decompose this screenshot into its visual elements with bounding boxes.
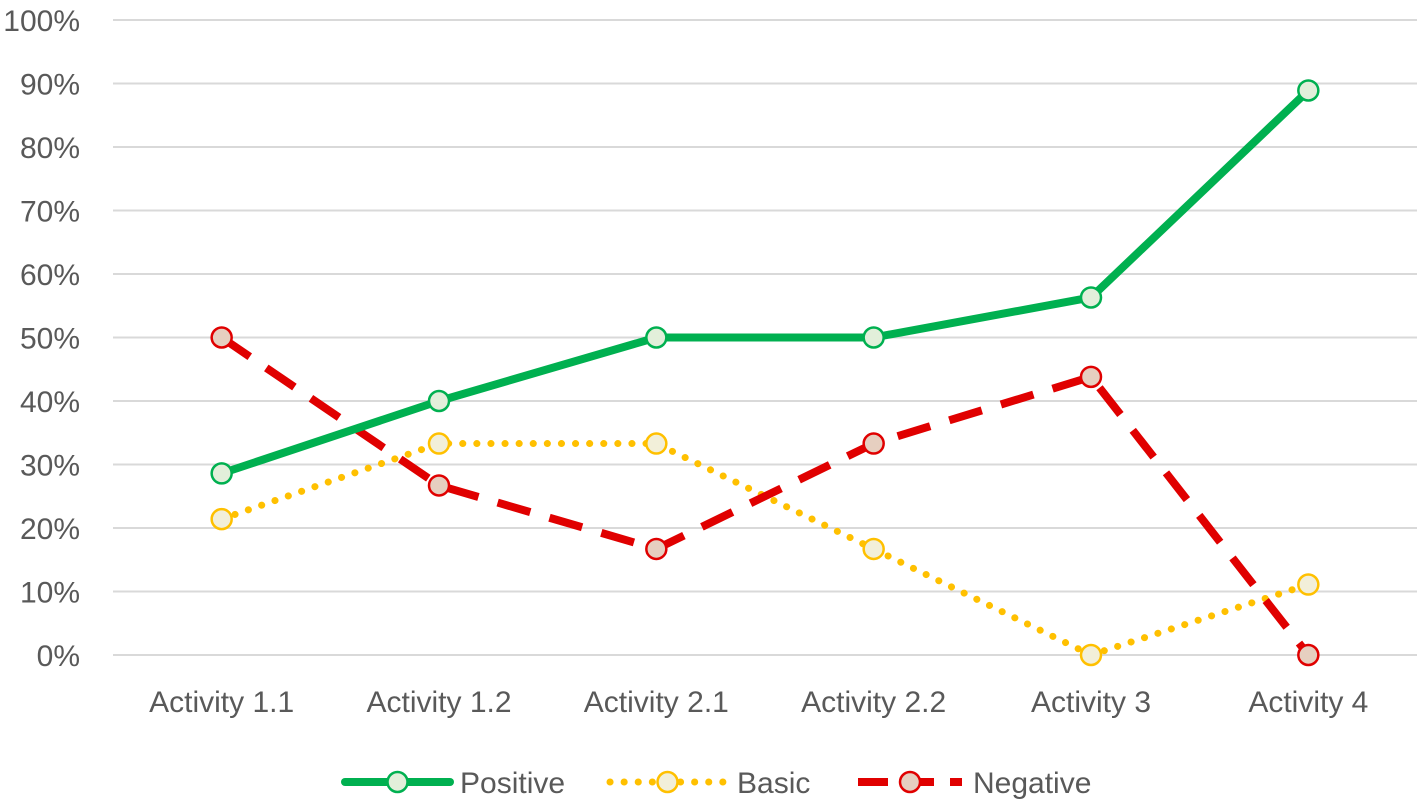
data-point-negative [862,432,885,455]
x-category-label: Activity 1.1 [149,686,294,719]
data-point-basic [1079,643,1103,667]
x-category-label: Activity 2.2 [801,686,946,719]
data-point-positive [427,389,451,413]
legend: Positive Basic Negative [341,767,1091,800]
data-point-negative [1297,643,1320,667]
data-point-positive [1297,79,1320,102]
x-category-label: Activity 4 [1248,686,1368,719]
data-point-basic [210,507,233,531]
data-point-negative [1079,365,1103,389]
y-tick-label: 20% [20,513,80,546]
series-line-negative [219,334,1312,658]
legend-swatch-marker [386,770,409,794]
data-point-positive [210,462,233,485]
series-line-basic [218,440,1312,659]
legend-swatch-marker [656,770,679,794]
legend-label: Negative [973,767,1091,800]
y-tick-label: 100% [3,5,80,38]
legend-item-basic: Basic [606,767,810,800]
y-tick-label: 0% [37,640,80,673]
x-category-label: Activity 1.2 [366,686,511,719]
data-point-negative [210,326,233,349]
legend-swatch-marker [898,770,922,794]
y-tick-label: 10% [20,577,80,610]
legend-item-positive: Positive [341,767,565,800]
x-category-label: Activity 2.1 [584,686,729,719]
data-point-positive [1079,286,1103,309]
data-point-positive [645,326,668,349]
data-point-positive [862,326,885,349]
y-tick-label: 30% [20,450,80,483]
legend-label: Basic [737,767,810,800]
y-tick-label: 80% [20,132,80,165]
data-point-basic [645,432,668,455]
x-category-label: Activity 3 [1031,686,1151,719]
y-tick-label: 90% [20,69,80,102]
data-point-basic [862,537,885,561]
data-point-basic [1297,573,1320,596]
data-point-negative [645,537,668,561]
y-tick-label: 70% [20,196,80,229]
data-point-negative [427,474,451,497]
legend-label: Positive [460,767,565,800]
series-markers [210,79,1320,667]
y-tick-label: 60% [20,259,80,292]
y-axis-ticks: 0% 10% 20% 30% 40% 50% 60% 70% 80% 90% 100% [3,5,80,673]
series-line-positive [217,86,1313,478]
legend-item-negative: Negative [858,767,1091,800]
series-lines [217,86,1313,659]
y-tick-label: 40% [20,386,80,419]
y-tick-label: 50% [20,323,80,356]
x-axis-categories: Activity 1.1 Activity 1.2 Activity 2.1 Acti… [149,686,1368,719]
data-point-basic [427,432,451,455]
